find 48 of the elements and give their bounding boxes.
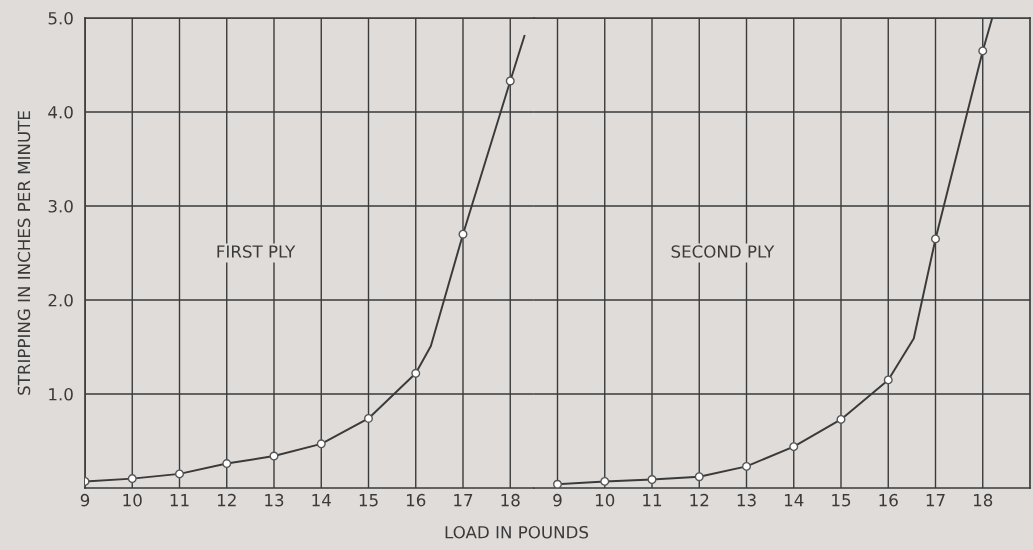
x-tick-label: 14 bbox=[312, 494, 331, 507]
x-tick-label: 17 bbox=[454, 494, 473, 507]
point bbox=[553, 479, 562, 488]
point bbox=[789, 442, 799, 452]
point bbox=[222, 459, 232, 469]
point bbox=[127, 474, 137, 484]
x-tick-label: 16 bbox=[406, 493, 426, 507]
point bbox=[175, 469, 184, 479]
point bbox=[694, 472, 704, 482]
x-tick-label: 12 bbox=[217, 493, 236, 507]
point bbox=[742, 461, 751, 471]
x-tick-label: 17 bbox=[926, 494, 945, 507]
y-tick-label: 2.0 bbox=[48, 293, 73, 307]
x-tick-label: 15 bbox=[832, 494, 851, 507]
y-tick-label: 3.0 bbox=[48, 199, 73, 213]
x-tick-label: 18 bbox=[973, 493, 993, 507]
x-axis-title: LOAD IN POUNDS bbox=[445, 525, 589, 539]
x-tick-label: 12 bbox=[690, 493, 709, 507]
point bbox=[269, 451, 279, 461]
y-tick-label: 1.0 bbox=[49, 387, 73, 401]
x-tick-label: 16 bbox=[879, 493, 898, 507]
point bbox=[458, 229, 468, 239]
point bbox=[411, 368, 421, 378]
point bbox=[316, 439, 326, 449]
point bbox=[883, 375, 893, 385]
x-tick-label: 15 bbox=[359, 494, 378, 507]
y-tick-label: 4.0 bbox=[48, 105, 73, 119]
x-tick-label: 14 bbox=[784, 494, 804, 507]
x-tick-label: 18 bbox=[501, 493, 520, 507]
x-tick-label: 11 bbox=[170, 494, 189, 507]
y-tick-label: 5.0 bbox=[48, 11, 73, 25]
x-tick-label: 11 bbox=[643, 494, 662, 507]
annotation: SECOND PLY bbox=[671, 245, 775, 258]
point bbox=[600, 476, 610, 486]
x-tick-label: 13 bbox=[265, 493, 284, 507]
point bbox=[836, 414, 846, 424]
annotation: FIRST PLY bbox=[217, 245, 296, 258]
point bbox=[364, 413, 373, 423]
x-tick-label: 9 bbox=[553, 493, 562, 507]
x-tick-label: 9 bbox=[80, 493, 90, 507]
y-axis-title: STRIPPING IN INCHES PER MINUTE bbox=[17, 111, 31, 395]
point bbox=[978, 46, 988, 56]
point bbox=[931, 234, 940, 244]
point bbox=[505, 76, 515, 86]
x-tick-label: 10 bbox=[123, 493, 142, 507]
x-tick-label: 10 bbox=[595, 493, 615, 507]
point bbox=[647, 475, 657, 485]
x-tick-label: 13 bbox=[737, 493, 756, 507]
